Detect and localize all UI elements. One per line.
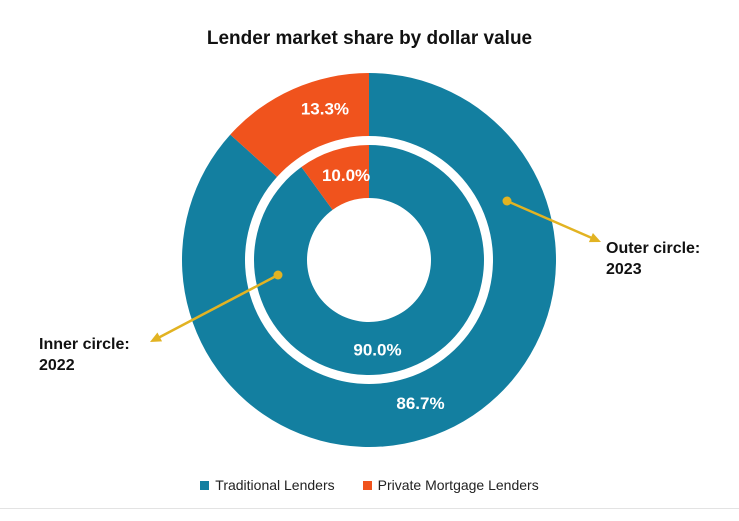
outer-ring-slice-traditional[interactable] <box>182 73 557 447</box>
outer-annotation-line2: 2023 <box>606 261 642 278</box>
outer-annotation-arrowhead <box>588 233 601 243</box>
outer-circle-annotation: Outer circle: 2023 <box>606 238 700 280</box>
outer-annotation-dot <box>502 196 512 206</box>
inner-annotation-line1: Inner circle: <box>39 336 130 353</box>
legend-item-private[interactable]: Private Mortgage Lenders <box>362 477 539 493</box>
inner-ring-label-traditional: 90.0% <box>353 341 401 360</box>
outer-annotation-line <box>506 199 594 240</box>
outer-ring-label-private: 13.3% <box>301 99 349 118</box>
legend: Traditional Lenders Private Mortgage Len… <box>0 477 739 493</box>
legend-label-private: Private Mortgage Lenders <box>377 477 539 493</box>
legend-item-traditional[interactable]: Traditional Lenders <box>200 477 335 493</box>
inner-annotation-line2: 2022 <box>39 357 75 374</box>
inner-annotation-dot <box>273 270 283 280</box>
legend-swatch-traditional <box>200 480 210 490</box>
inner-annotation-arrowhead <box>150 332 163 342</box>
inner-ring-label-private: 10.0% <box>322 166 370 185</box>
legend-swatch-private <box>362 480 372 490</box>
inner-circle-annotation: Inner circle: 2022 <box>39 334 130 376</box>
chart-title: Lender market share by dollar value <box>206 28 533 49</box>
outer-annotation-line1: Outer circle: <box>606 240 701 257</box>
outer-ring-slice-private[interactable] <box>230 73 369 177</box>
legend-label-traditional: Traditional Lenders <box>215 477 335 493</box>
bottom-divider <box>0 508 739 509</box>
inner-ring-slice-traditional[interactable] <box>253 145 484 375</box>
outer-ring-label-traditional: 86.7% <box>396 394 444 413</box>
inner-ring-slice-private[interactable] <box>301 145 369 210</box>
inner-annotation-line <box>157 273 279 340</box>
